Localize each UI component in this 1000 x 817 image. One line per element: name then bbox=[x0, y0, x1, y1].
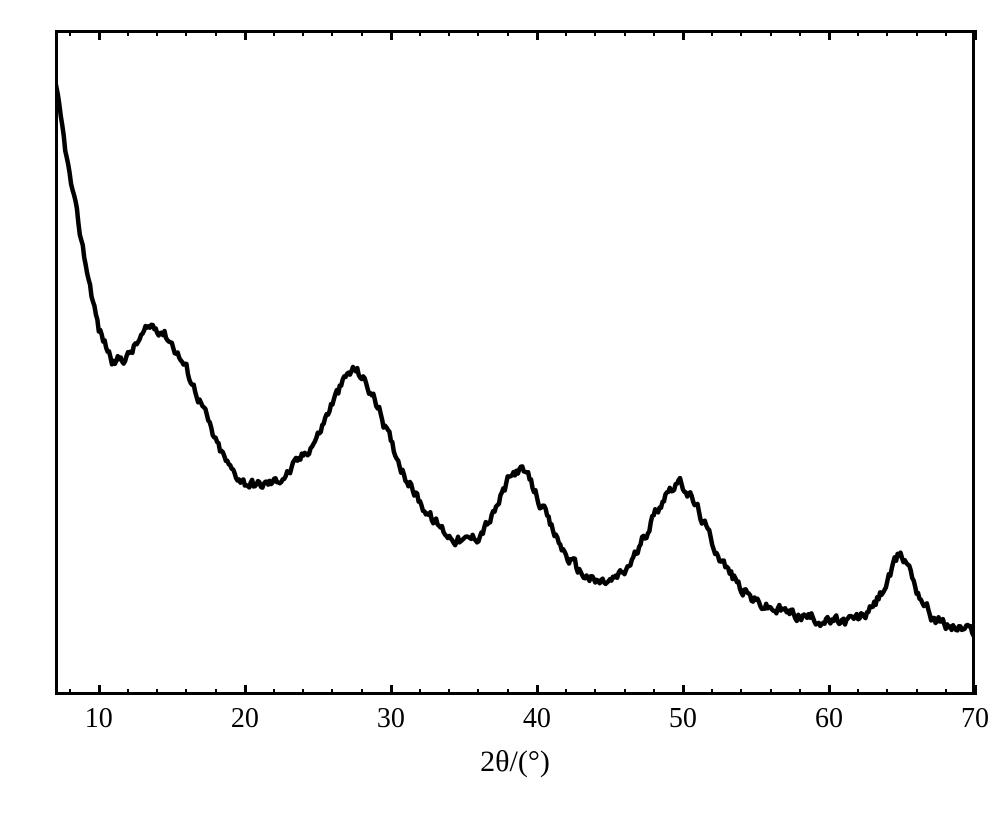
x-tick-minor bbox=[156, 689, 158, 695]
x-tick-minor-top bbox=[302, 30, 304, 36]
x-tick-major bbox=[682, 685, 685, 695]
x-tick-label: 30 bbox=[351, 703, 431, 735]
x-tick-major bbox=[244, 685, 247, 695]
x-tick-minor bbox=[886, 689, 888, 695]
x-tick-minor bbox=[770, 689, 772, 695]
x-tick-minor-top bbox=[507, 30, 509, 36]
x-tick-major-top bbox=[390, 30, 393, 40]
x-tick-minor-top bbox=[886, 30, 888, 36]
x-tick-minor-top bbox=[653, 30, 655, 36]
x-tick-major-top bbox=[682, 30, 685, 40]
x-tick-minor-top bbox=[273, 30, 275, 36]
data-series-line bbox=[0, 0, 1000, 817]
x-tick-minor bbox=[711, 689, 713, 695]
x-tick-minor-top bbox=[770, 30, 772, 36]
x-tick-minor bbox=[477, 689, 479, 695]
x-tick-minor-top bbox=[156, 30, 158, 36]
x-tick-major-top bbox=[828, 30, 831, 40]
x-tick-label: 40 bbox=[497, 703, 577, 735]
x-tick-minor bbox=[69, 689, 71, 695]
x-tick-minor bbox=[302, 689, 304, 695]
x-tick-minor bbox=[653, 689, 655, 695]
x-tick-minor-top bbox=[361, 30, 363, 36]
x-tick-major bbox=[974, 685, 977, 695]
x-tick-minor bbox=[273, 689, 275, 695]
x-tick-minor bbox=[127, 689, 129, 695]
x-tick-minor-top bbox=[448, 30, 450, 36]
x-tick-major bbox=[390, 685, 393, 695]
x-tick-major bbox=[536, 685, 539, 695]
x-tick-major-top bbox=[974, 30, 977, 40]
x-tick-minor bbox=[916, 689, 918, 695]
x-tick-minor bbox=[448, 689, 450, 695]
x-tick-minor bbox=[361, 689, 363, 695]
x-tick-major-top bbox=[244, 30, 247, 40]
x-tick-minor bbox=[624, 689, 626, 695]
x-tick-label: 10 bbox=[59, 703, 139, 735]
x-tick-label: 70 bbox=[935, 703, 1000, 735]
xrd-chart: 10 20 30 40 50 60 70 2θ/(°) bbox=[0, 0, 1000, 817]
x-tick-minor-top bbox=[594, 30, 596, 36]
x-tick-minor-top bbox=[69, 30, 71, 36]
x-tick-major-top bbox=[98, 30, 101, 40]
xrd-series-path bbox=[55, 80, 975, 637]
x-tick-minor bbox=[857, 689, 859, 695]
x-tick-minor bbox=[507, 689, 509, 695]
x-tick-minor-top bbox=[857, 30, 859, 36]
x-tick-major bbox=[98, 685, 101, 695]
x-tick-minor bbox=[565, 689, 567, 695]
x-tick-minor bbox=[594, 689, 596, 695]
x-tick-label: 60 bbox=[789, 703, 869, 735]
x-tick-minor bbox=[799, 689, 801, 695]
x-tick-minor bbox=[185, 689, 187, 695]
x-tick-major-top bbox=[536, 30, 539, 40]
x-tick-minor-top bbox=[565, 30, 567, 36]
x-tick-minor bbox=[331, 689, 333, 695]
x-tick-minor-top bbox=[916, 30, 918, 36]
x-tick-minor-top bbox=[185, 30, 187, 36]
x-tick-minor bbox=[945, 689, 947, 695]
x-tick-minor-top bbox=[331, 30, 333, 36]
x-tick-minor bbox=[215, 689, 217, 695]
x-tick-minor-top bbox=[740, 30, 742, 36]
x-tick-minor bbox=[740, 689, 742, 695]
x-tick-minor-top bbox=[477, 30, 479, 36]
x-tick-minor-top bbox=[419, 30, 421, 36]
x-tick-minor-top bbox=[127, 30, 129, 36]
x-tick-minor-top bbox=[624, 30, 626, 36]
x-tick-minor bbox=[419, 689, 421, 695]
x-tick-minor-top bbox=[711, 30, 713, 36]
x-tick-major bbox=[828, 685, 831, 695]
x-axis-label: 2θ/(°) bbox=[415, 745, 615, 779]
x-tick-minor-top bbox=[799, 30, 801, 36]
x-tick-minor-top bbox=[945, 30, 947, 36]
x-tick-label: 50 bbox=[643, 703, 723, 735]
x-tick-label: 20 bbox=[205, 703, 285, 735]
x-tick-minor-top bbox=[215, 30, 217, 36]
